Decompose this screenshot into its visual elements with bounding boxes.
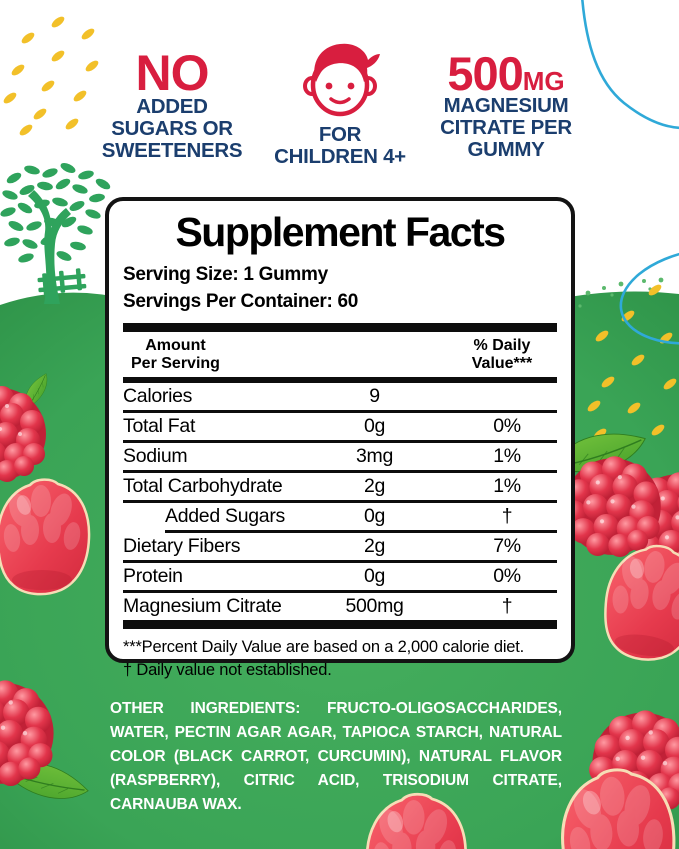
servings-per-container: Servings Per Container: 60 <box>123 290 359 312</box>
child-face-icon <box>303 43 380 117</box>
table-row: Total Fat 0g 0% <box>123 415 521 437</box>
badge-headline: 500MG <box>447 47 565 100</box>
other-ingredients-label: OTHER INGREDIENTS: <box>110 699 301 717</box>
divider-thick <box>123 322 557 332</box>
divider <box>123 440 557 443</box>
footnote-daily-value: ***Percent Daily Value are based on a 2,… <box>123 638 525 657</box>
table-row: Calories 9 <box>123 385 380 407</box>
divider-thick <box>123 620 557 630</box>
badge-500mg: 500MG MAGNESIUM CITRATE PER GUMMY <box>418 47 594 161</box>
divider <box>123 560 557 563</box>
divider <box>123 410 557 413</box>
panel-title: Supplement Facts <box>175 209 506 255</box>
divider-indented <box>165 530 557 533</box>
table-row: Magnesium Citrate 500mg † <box>123 595 513 617</box>
edge-speckles <box>570 277 664 308</box>
badge-no-added-sugars: NO ADDED SUGARS OR SWEETENERS <box>88 45 256 162</box>
fence-icon <box>37 268 87 296</box>
other-ingredients: OTHER INGREDIENTS: FRUCTO-OLIGOSACCHARID… <box>110 697 562 817</box>
divider <box>123 500 557 503</box>
tree-silhouette-icon <box>0 163 111 304</box>
table-row: Protein 0g 0% <box>123 565 521 587</box>
amount-column-header: Amount Per Serving <box>131 336 220 372</box>
blue-squiggle-icon <box>581 0 679 130</box>
gummy-icon <box>0 478 91 596</box>
badge-for-children: FOR CHILDREN 4+ <box>260 34 420 168</box>
divider-thick <box>123 376 557 383</box>
table-header: Amount Per Serving % Daily Value*** <box>123 332 557 377</box>
serving-size: Serving Size: 1 Gummy <box>123 264 328 285</box>
footnotes: ***Percent Daily Value are based on a 2,… <box>123 629 557 681</box>
footnote-dagger: † Daily value not established. <box>123 660 332 679</box>
blue-circle-icon <box>619 247 679 345</box>
divider <box>123 470 557 473</box>
divider <box>123 590 557 593</box>
supplement-facts-panel: Supplement Facts Serving Size: 1 Gummy S… <box>105 197 575 679</box>
yellow-seeds-left <box>3 16 99 136</box>
badge-headline: NO <box>135 45 210 101</box>
table-row: Dietary Fibers 2g 7% <box>123 535 521 557</box>
dv-column-header: % Daily Value*** <box>471 336 533 372</box>
table-row: Sodium 3mg 1% <box>123 445 521 467</box>
table-row: Total Carbohydrate 2g 1% <box>123 475 521 497</box>
table-row: Added Sugars 0g † <box>165 505 513 527</box>
other-ingredients-text: FRUCTO-OLIGOSACCHARIDES, WATER, PECTIN A… <box>110 699 562 813</box>
